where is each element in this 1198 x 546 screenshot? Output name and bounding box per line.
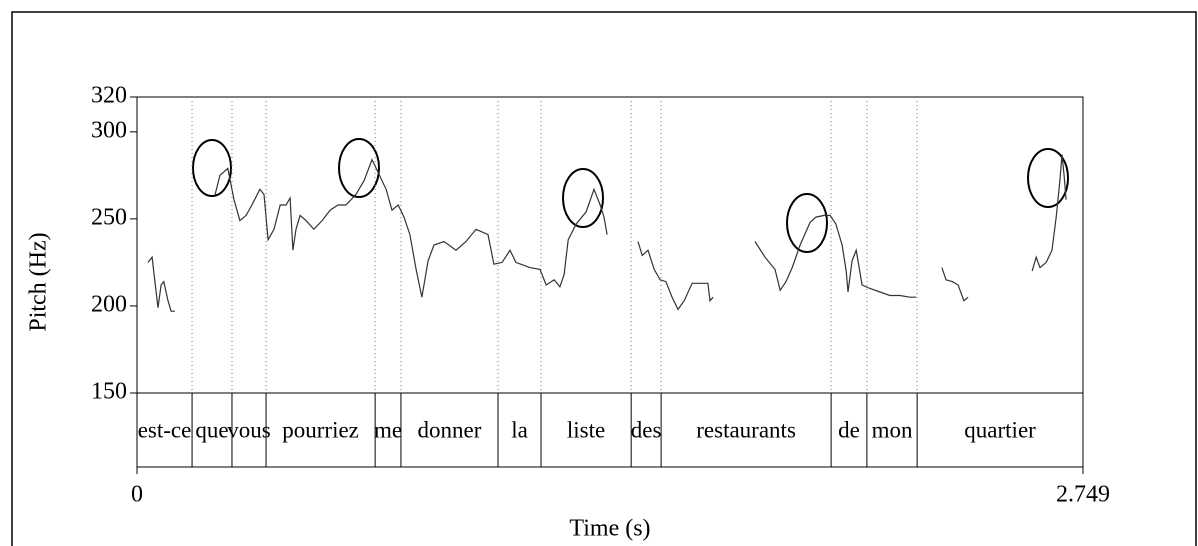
circle: [192, 139, 232, 197]
y-axis-label: Pitch (Hz): [26, 232, 52, 331]
plot-area: [136, 96, 1084, 468]
word-label: me: [374, 417, 402, 442]
y-tick-label: 320: [91, 83, 127, 109]
circle: [562, 168, 604, 228]
y-tick-label: 200: [91, 291, 127, 317]
y-tick-label: 150: [91, 379, 127, 405]
word-label: des: [631, 417, 662, 442]
word-label: restaurants: [696, 417, 796, 442]
word-label: pourriez: [282, 417, 359, 442]
annotations: [192, 138, 1069, 253]
word-label: la: [511, 417, 528, 442]
frame: [11, 11, 1197, 546]
word-label: liste: [567, 417, 605, 442]
x-axis-label: Time (s): [569, 516, 650, 542]
circle: [786, 193, 828, 253]
pitch-contour: [147, 154, 1067, 312]
word-label: quartier: [964, 417, 1036, 442]
circle: [1027, 148, 1069, 208]
y-tick-label: 250: [91, 204, 127, 230]
word-label: est-ce: [138, 417, 192, 442]
word-label: mon: [872, 417, 913, 442]
word-label: vous: [227, 417, 271, 442]
word-label: donner: [418, 417, 482, 442]
word-label: de: [838, 417, 860, 442]
y-tick-label: 300: [91, 117, 127, 143]
circle: [338, 138, 380, 198]
word-label: que: [195, 417, 228, 442]
x-tick-label: 2.749: [1056, 482, 1110, 508]
x-tick-label: 0: [131, 482, 143, 508]
